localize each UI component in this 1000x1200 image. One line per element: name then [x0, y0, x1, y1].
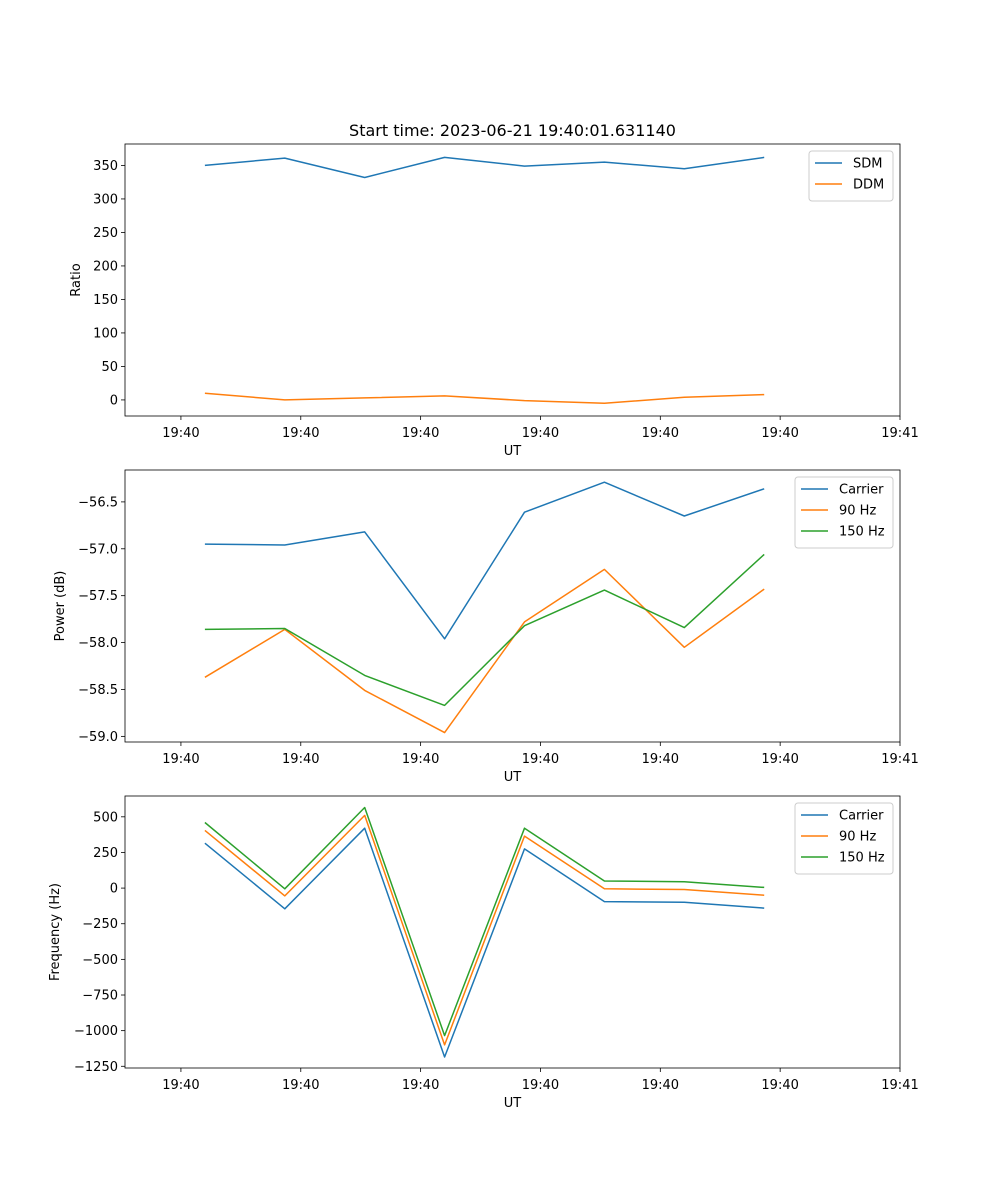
series-line-90-hz: [204, 568, 765, 734]
x-tick-label: 19:41: [881, 752, 918, 767]
y-tick-label: −1000: [74, 1024, 118, 1039]
legend-entry: DDM: [853, 178, 884, 193]
axes-frame: [124, 795, 901, 1069]
x-tick-label: 19:40: [522, 752, 559, 767]
y-tick-label: 200: [93, 259, 118, 274]
series-line-150-hz: [204, 553, 765, 707]
y-tick-label: 0: [110, 882, 118, 897]
x-tick-label: 19:41: [881, 1078, 918, 1093]
panels: 19:40 19:40 19:40 19:40 19:40 19:40 19:41 0 50 10…: [48, 143, 919, 1111]
x-tick-label: 19:40: [761, 752, 798, 767]
chart-panel-3: 19:40 19:40 19:40 19:40 19:40 19:40 19:41 −1250…: [48, 795, 919, 1111]
x-tick-label: 19:41: [881, 426, 918, 441]
x-tick-label: 19:40: [642, 752, 679, 767]
figure-title: Start time: 2023-06-21 19:40:01.631140: [349, 121, 676, 140]
x-tick-label: 19:40: [642, 426, 679, 441]
x-tick-label: 19:40: [522, 1078, 559, 1093]
chart-panel-2: 19:40 19:40 19:40 19:40 19:40 19:40 19:41 −59.0…: [53, 469, 919, 785]
x-tick-label: 19:40: [522, 426, 559, 441]
series-line-ddm: [204, 392, 765, 405]
y-axis-label: Ratio: [69, 263, 84, 296]
series-line-carrier: [204, 827, 765, 1058]
y-tick-label: −1250: [74, 1060, 118, 1075]
x-tick-label: 19:40: [282, 426, 319, 441]
legend: SDM DDM: [808, 150, 894, 202]
y-tick-label: 250: [93, 226, 118, 241]
series-line-carrier: [204, 481, 765, 640]
y-tick-label: −58.5: [78, 683, 118, 698]
legend-entry: 90 Hz: [839, 504, 876, 519]
y-tick-label: −250: [82, 917, 118, 932]
legend-entry: 150 Hz: [839, 851, 885, 866]
x-axis-label: UT: [504, 444, 522, 459]
x-tick-label: 19:40: [162, 752, 199, 767]
y-tick-label: 300: [93, 192, 118, 207]
x-tick-label: 19:40: [402, 1078, 439, 1093]
legend-entry: 90 Hz: [839, 830, 876, 845]
legend: Carrier 90 Hz 150 Hz: [794, 476, 894, 549]
axes-frame: [124, 143, 901, 417]
x-tick-label: 19:40: [642, 1078, 679, 1093]
x-tick-label: 19:40: [162, 1078, 199, 1093]
legend-entry: Carrier: [839, 483, 884, 498]
x-axis-label: UT: [504, 770, 522, 785]
y-tick-label: 150: [93, 293, 118, 308]
y-tick-label: 250: [93, 846, 118, 861]
y-tick-label: 500: [93, 810, 118, 825]
y-tick-label: −57.5: [78, 589, 118, 604]
axes-frame: [124, 469, 901, 743]
legend-entry: Carrier: [839, 809, 884, 824]
series-line-90-hz: [204, 814, 765, 1046]
legend: Carrier 90 Hz 150 Hz: [794, 802, 894, 875]
legend-entry: 150 Hz: [839, 525, 885, 540]
y-tick-label: 350: [93, 159, 118, 174]
x-tick-label: 19:40: [761, 1078, 798, 1093]
y-axis-label: Power (dB): [53, 571, 68, 642]
y-tick-label: −57.0: [78, 542, 118, 557]
series-line-sdm: [204, 156, 765, 179]
x-tick-label: 19:40: [282, 1078, 319, 1093]
x-tick-label: 19:40: [761, 426, 798, 441]
y-tick-label: 100: [93, 326, 118, 341]
x-axis-label: UT: [504, 1096, 522, 1111]
x-tick-label: 19:40: [162, 426, 199, 441]
legend-entry: SDM: [853, 157, 882, 172]
x-tick-label: 19:40: [282, 752, 319, 767]
y-tick-label: −59.0: [78, 730, 118, 745]
y-tick-label: −750: [82, 989, 118, 1004]
series-line-150-hz: [204, 806, 765, 1037]
chart-panel-1: 19:40 19:40 19:40 19:40 19:40 19:40 19:41 0 50 10…: [69, 143, 919, 459]
y-tick-label: −500: [82, 953, 118, 968]
y-tick-label: 50: [101, 360, 118, 375]
y-tick-label: 0: [110, 393, 118, 408]
y-tick-label: −56.5: [78, 495, 118, 510]
x-tick-label: 19:40: [402, 426, 439, 441]
x-tick-label: 19:40: [402, 752, 439, 767]
y-axis-label: Frequency (Hz): [48, 883, 63, 981]
y-tick-label: −58.0: [78, 636, 118, 651]
